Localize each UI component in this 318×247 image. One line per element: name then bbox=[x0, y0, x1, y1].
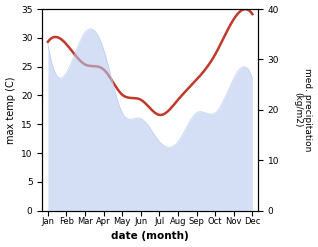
Y-axis label: max temp (C): max temp (C) bbox=[5, 76, 16, 144]
X-axis label: date (month): date (month) bbox=[111, 231, 189, 242]
Y-axis label: med. precipitation
(kg/m2): med. precipitation (kg/m2) bbox=[293, 68, 313, 152]
